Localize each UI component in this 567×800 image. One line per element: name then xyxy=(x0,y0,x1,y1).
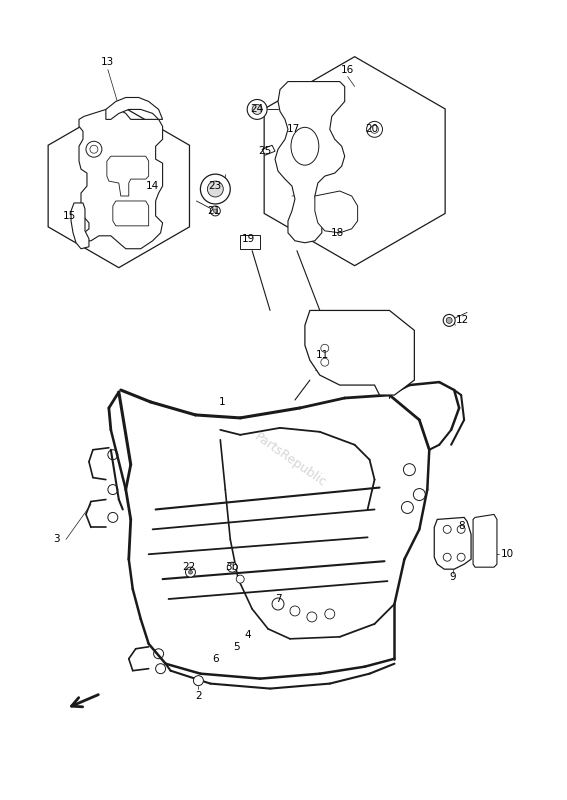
Text: 12: 12 xyxy=(455,315,469,326)
Text: 9: 9 xyxy=(450,572,456,582)
Circle shape xyxy=(236,575,244,583)
Circle shape xyxy=(86,142,102,157)
Text: 25: 25 xyxy=(259,146,272,156)
Circle shape xyxy=(188,570,192,574)
Text: 19: 19 xyxy=(242,234,255,244)
Text: 10: 10 xyxy=(500,550,514,559)
Circle shape xyxy=(200,174,230,204)
Polygon shape xyxy=(106,98,163,119)
Bar xyxy=(240,235,260,249)
Polygon shape xyxy=(315,191,358,233)
Circle shape xyxy=(213,209,217,213)
Text: 14: 14 xyxy=(146,181,159,191)
Text: 4: 4 xyxy=(245,630,252,640)
Polygon shape xyxy=(434,518,471,569)
Circle shape xyxy=(193,676,204,686)
Text: 5: 5 xyxy=(233,642,239,652)
Circle shape xyxy=(208,181,223,197)
Text: 18: 18 xyxy=(331,228,344,238)
Text: 3: 3 xyxy=(53,534,60,544)
Polygon shape xyxy=(262,146,275,155)
Circle shape xyxy=(247,99,267,119)
Text: PartsRepublic: PartsRepublic xyxy=(252,430,328,490)
Text: 13: 13 xyxy=(101,57,115,66)
Polygon shape xyxy=(305,310,414,395)
Text: 1: 1 xyxy=(219,397,226,407)
Text: 2: 2 xyxy=(195,690,202,701)
Circle shape xyxy=(446,318,452,323)
Polygon shape xyxy=(107,156,149,196)
Polygon shape xyxy=(113,201,149,226)
Text: 17: 17 xyxy=(286,124,299,134)
Polygon shape xyxy=(264,57,445,266)
Text: 7: 7 xyxy=(275,594,281,604)
Polygon shape xyxy=(71,203,89,249)
Circle shape xyxy=(443,314,455,326)
Text: 3b: 3b xyxy=(226,562,239,572)
Text: 15: 15 xyxy=(62,211,75,221)
Text: 8: 8 xyxy=(458,522,464,531)
Text: 21: 21 xyxy=(208,206,221,216)
Polygon shape xyxy=(79,110,163,249)
Circle shape xyxy=(367,122,383,138)
Polygon shape xyxy=(275,82,345,242)
Circle shape xyxy=(227,562,237,572)
Text: 11: 11 xyxy=(316,350,329,360)
Ellipse shape xyxy=(291,127,319,165)
Circle shape xyxy=(210,206,221,216)
Circle shape xyxy=(185,567,196,577)
Text: 22: 22 xyxy=(182,562,195,572)
Text: 16: 16 xyxy=(341,65,354,74)
Circle shape xyxy=(252,105,262,114)
Text: 6: 6 xyxy=(212,654,219,664)
Text: 20: 20 xyxy=(365,124,378,134)
Text: 24: 24 xyxy=(251,105,264,114)
Text: 23: 23 xyxy=(209,181,222,191)
Polygon shape xyxy=(48,105,189,268)
Polygon shape xyxy=(473,514,497,567)
